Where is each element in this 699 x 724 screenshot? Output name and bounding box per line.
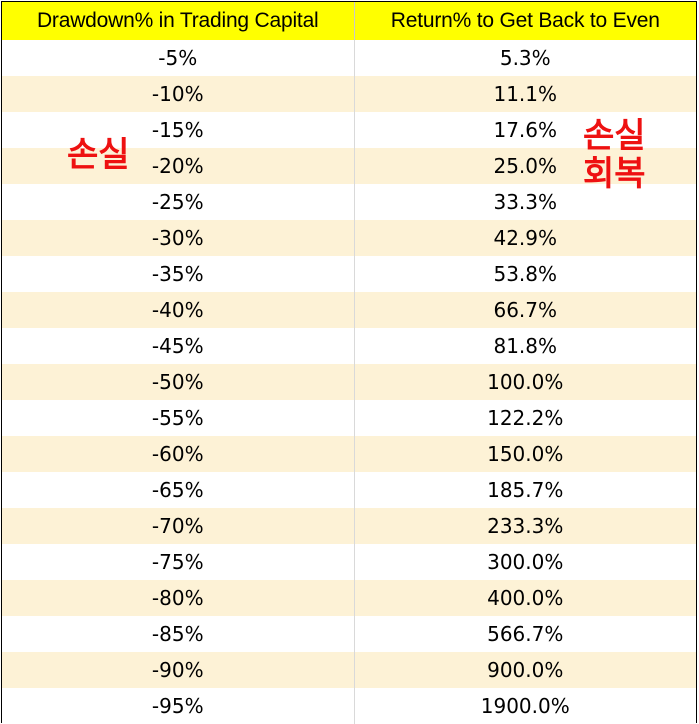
drawdown-cell[interactable]: -20% — [2, 148, 355, 184]
return-cell[interactable]: 566.7% — [354, 616, 696, 652]
header-return[interactable]: Return% to Get Back to Even — [354, 2, 696, 40]
return-cell[interactable]: 42.9% — [354, 220, 696, 256]
drawdown-cell[interactable]: -45% — [2, 328, 355, 364]
return-cell[interactable]: 400.0% — [354, 580, 696, 616]
table-row: -50% 100.0% — [2, 364, 696, 400]
drawdown-cell[interactable]: -70% — [2, 508, 355, 544]
return-cell[interactable]: 150.0% — [354, 436, 696, 472]
drawdown-cell[interactable]: -50% — [2, 364, 355, 400]
return-cell[interactable]: 1900.0% — [354, 688, 696, 724]
table-row: -5% 5.3% — [2, 40, 696, 76]
table-row: -95% 1900.0% — [2, 688, 696, 724]
table-row: -55% 122.2% — [2, 400, 696, 436]
table-row: -70% 233.3% — [2, 508, 696, 544]
table-row: -80% 400.0% — [2, 580, 696, 616]
table-row: -65% 185.7% — [2, 472, 696, 508]
drawdown-cell[interactable]: -35% — [2, 256, 355, 292]
table-row: -15% 17.6% — [2, 112, 696, 148]
loss-recovery-line2: 회복 — [583, 154, 646, 194]
loss-annotation: 손실 — [67, 135, 130, 175]
drawdown-cell[interactable]: -55% — [2, 400, 355, 436]
drawdown-cell[interactable]: -90% — [2, 652, 355, 688]
loss-recovery-annotation: 손실 회복 — [583, 117, 646, 193]
return-cell[interactable]: 66.7% — [354, 292, 696, 328]
drawdown-cell[interactable]: -60% — [2, 436, 355, 472]
return-cell[interactable]: 122.2% — [354, 400, 696, 436]
table-row: -10% 11.1% — [2, 76, 696, 112]
return-cell[interactable]: 11.1% — [354, 76, 696, 112]
drawdown-cell[interactable]: -85% — [2, 616, 355, 652]
drawdown-cell[interactable]: -40% — [2, 292, 355, 328]
header-drawdown[interactable]: Drawdown% in Trading Capital — [2, 2, 355, 40]
table-row: -90% 900.0% — [2, 652, 696, 688]
drawdown-cell[interactable]: -95% — [2, 688, 355, 724]
drawdown-cell[interactable]: -75% — [2, 544, 355, 580]
return-cell[interactable]: 185.7% — [354, 472, 696, 508]
return-cell[interactable]: 5.3% — [354, 40, 696, 76]
table-row: -45% 81.8% — [2, 328, 696, 364]
drawdown-cell[interactable]: -65% — [2, 472, 355, 508]
drawdown-cell[interactable]: -10% — [2, 76, 355, 112]
drawdown-cell[interactable]: -80% — [2, 580, 355, 616]
return-cell[interactable]: 900.0% — [354, 652, 696, 688]
drawdown-cell[interactable]: -30% — [2, 220, 355, 256]
drawdown-cell[interactable]: -25% — [2, 184, 355, 220]
table-row: -20% 25.0% — [2, 148, 696, 184]
return-cell[interactable]: 33.3% — [354, 184, 696, 220]
return-cell[interactable]: 100.0% — [354, 364, 696, 400]
table-row: -40% 66.7% — [2, 292, 696, 328]
table-row: -30% 42.9% — [2, 220, 696, 256]
return-cell[interactable]: 300.0% — [354, 544, 696, 580]
return-cell[interactable]: 81.8% — [354, 328, 696, 364]
return-cell[interactable]: 25.0% — [354, 148, 696, 184]
table-row: -25% 33.3% — [2, 184, 696, 220]
drawdown-cell[interactable]: -15% — [2, 112, 355, 148]
loss-recovery-line1: 손실 — [583, 116, 646, 156]
return-cell[interactable]: 17.6% — [354, 112, 696, 148]
table-row: -35% 53.8% — [2, 256, 696, 292]
drawdown-cell[interactable]: -5% — [2, 40, 355, 76]
header-row: Drawdown% in Trading Capital Return% to … — [2, 2, 696, 40]
return-cell[interactable]: 233.3% — [354, 508, 696, 544]
table-row: -60% 150.0% — [2, 436, 696, 472]
table-row: -75% 300.0% — [2, 544, 696, 580]
return-cell[interactable]: 53.8% — [354, 256, 696, 292]
table-row: -85% 566.7% — [2, 616, 696, 652]
